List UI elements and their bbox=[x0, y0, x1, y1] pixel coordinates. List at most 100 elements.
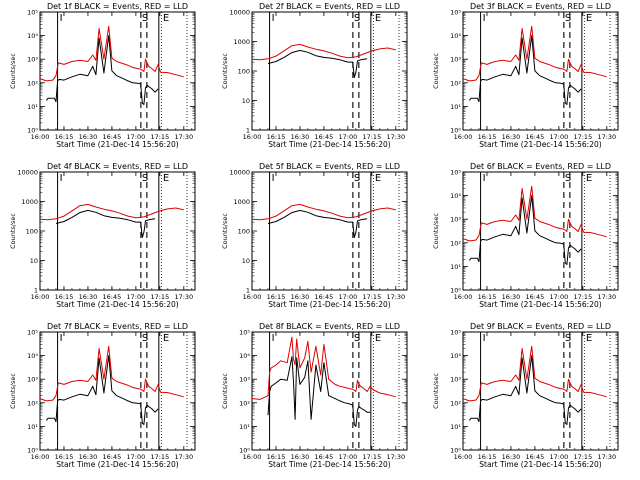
y-axis-label: Counts/sec bbox=[221, 213, 229, 249]
x-tick-label: 17:15 bbox=[150, 293, 169, 301]
x-tick-label: 16:15 bbox=[55, 453, 74, 461]
y-tick-label: 10000 bbox=[229, 169, 250, 177]
x-tick-label: 17:30 bbox=[174, 133, 193, 141]
chart-panel: Det 7f BLACK = Events, RED = LLD 16:00 16:… bbox=[9, 322, 196, 469]
x-tick-label: 17:15 bbox=[362, 293, 381, 301]
y-tick-label: 1000 bbox=[21, 198, 38, 206]
y-tick-label: 10³ bbox=[450, 56, 461, 64]
x-tick-label: 17:00 bbox=[127, 453, 146, 461]
x-tick-label: 16:00 bbox=[243, 133, 262, 141]
x-tick-label: 17:00 bbox=[339, 293, 358, 301]
y-tick-label: 100 bbox=[238, 68, 250, 76]
x-tick-label: 16:30 bbox=[79, 453, 98, 461]
marker-label-i: I bbox=[272, 13, 275, 24]
x-tick-label: 17:00 bbox=[550, 453, 569, 461]
series-line-events bbox=[469, 195, 582, 265]
x-tick-label: 17:15 bbox=[362, 453, 381, 461]
y-tick-label: 1000 bbox=[233, 198, 250, 206]
marker-label-i: I bbox=[483, 13, 486, 24]
x-tick-label: 17:00 bbox=[550, 133, 569, 141]
series-line-lld bbox=[39, 203, 184, 221]
series-line-events bbox=[267, 49, 368, 78]
y-axis-label: Counts/sec bbox=[9, 213, 17, 249]
x-axis-label: Start Time (21-Dec-14 15:56:20) bbox=[268, 300, 390, 309]
y-tick-label: 10⁰ bbox=[27, 127, 38, 135]
marker-label-i: I bbox=[60, 13, 63, 24]
y-tick-label: 10³ bbox=[450, 216, 461, 224]
y-tick-label: 10⁵ bbox=[27, 9, 38, 17]
chart-panel: Det 9f BLACK = Events, RED = LLD 16:00 16:… bbox=[432, 322, 619, 469]
x-tick-label: 17:15 bbox=[573, 293, 592, 301]
marker-label-e: E bbox=[375, 13, 381, 24]
y-tick-label: 10⁴ bbox=[239, 352, 250, 360]
marker-label-e: E bbox=[586, 333, 592, 344]
x-tick-label: 16:15 bbox=[267, 133, 286, 141]
marker-label-e: E bbox=[163, 333, 169, 344]
marker-label-e: E bbox=[375, 173, 381, 184]
chart-title: Det 6f BLACK = Events, RED = LLD bbox=[470, 162, 611, 171]
chart-title: Det 1f BLACK = Events, RED = LLD bbox=[47, 2, 188, 11]
x-tick-label: 16:45 bbox=[526, 293, 545, 301]
y-tick-label: 10000 bbox=[17, 169, 38, 177]
y-tick-label: 100 bbox=[238, 228, 250, 236]
chart-panel: Det 3f BLACK = Events, RED = LLD 16:00 16:… bbox=[432, 2, 619, 149]
x-tick-label: 16:45 bbox=[103, 453, 122, 461]
marker-label-s: S bbox=[354, 173, 360, 184]
y-tick-label: 10² bbox=[239, 399, 250, 407]
series-line-lld bbox=[462, 185, 607, 242]
plot-frame bbox=[462, 11, 619, 131]
plot-frame bbox=[39, 331, 196, 451]
x-tick-label: 17:30 bbox=[386, 453, 405, 461]
y-tick-label: 10¹ bbox=[450, 263, 461, 271]
chart-panel: Det 4f BLACK = Events, RED = LLD 16:00 16:… bbox=[9, 162, 196, 309]
x-tick-label: 16:15 bbox=[478, 453, 497, 461]
y-tick-label: 10⁵ bbox=[450, 169, 461, 177]
x-axis-label: Start Time (21-Dec-14 15:56:20) bbox=[268, 460, 390, 469]
x-tick-label: 16:45 bbox=[103, 133, 122, 141]
x-tick-label: 16:30 bbox=[79, 133, 98, 141]
marker-label-e: E bbox=[163, 173, 169, 184]
y-tick-label: 10⁰ bbox=[450, 287, 461, 295]
chart-panel: Det 8f BLACK = Events, RED = LLD 16:00 16:… bbox=[221, 322, 408, 469]
marker-label-i: I bbox=[483, 173, 486, 184]
x-tick-label: 16:15 bbox=[267, 453, 286, 461]
y-tick-label: 100 bbox=[26, 228, 38, 236]
x-tick-label: 16:30 bbox=[502, 293, 521, 301]
marker-label-s: S bbox=[142, 173, 148, 184]
series-line-lld bbox=[39, 25, 184, 82]
chart-panel: Det 1f BLACK = Events, RED = LLD 16:00 16:… bbox=[9, 2, 196, 149]
chart-title: Det 3f BLACK = Events, RED = LLD bbox=[470, 2, 611, 11]
marker-label-i: I bbox=[60, 173, 63, 184]
y-axis-label: Counts/sec bbox=[432, 373, 440, 409]
y-tick-label: 10¹ bbox=[450, 423, 461, 431]
x-axis-label: Start Time (21-Dec-14 15:56:20) bbox=[56, 140, 178, 149]
plot-frame bbox=[39, 171, 196, 291]
marker-label-e: E bbox=[586, 173, 592, 184]
y-tick-label: 10⁴ bbox=[450, 32, 461, 40]
marker-label-s: S bbox=[142, 333, 148, 344]
series-line-events bbox=[55, 209, 156, 238]
x-tick-label: 17:00 bbox=[339, 133, 358, 141]
y-tick-label: 1 bbox=[246, 127, 250, 135]
plot-frame bbox=[462, 171, 619, 291]
plot-frame bbox=[251, 11, 408, 131]
chart-title: Det 2f BLACK = Events, RED = LLD bbox=[259, 2, 400, 11]
x-tick-label: 17:00 bbox=[127, 133, 146, 141]
y-tick-label: 10³ bbox=[27, 376, 38, 384]
x-tick-label: 17:30 bbox=[386, 293, 405, 301]
marker-label-i: I bbox=[483, 333, 486, 344]
marker-label-e: E bbox=[163, 13, 169, 24]
x-tick-label: 16:00 bbox=[454, 453, 473, 461]
x-tick-label: 17:00 bbox=[127, 293, 146, 301]
y-tick-label: 10¹ bbox=[27, 103, 38, 111]
x-tick-label: 17:15 bbox=[573, 133, 592, 141]
x-tick-label: 16:45 bbox=[315, 133, 334, 141]
x-tick-label: 16:00 bbox=[243, 293, 262, 301]
y-tick-label: 10² bbox=[450, 399, 461, 407]
y-tick-label: 10⁴ bbox=[27, 32, 38, 40]
plot-frame bbox=[251, 331, 408, 451]
x-tick-label: 17:30 bbox=[386, 133, 405, 141]
x-axis-label: Start Time (21-Dec-14 15:56:20) bbox=[268, 140, 390, 149]
series-line-lld bbox=[251, 203, 396, 221]
chart-title: Det 4f BLACK = Events, RED = LLD bbox=[47, 162, 188, 171]
